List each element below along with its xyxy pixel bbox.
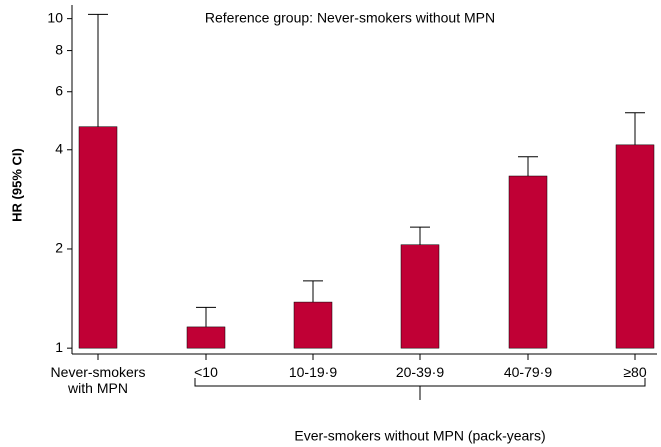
annotation: Reference group: Never-smokers without M… [205, 10, 495, 26]
x-tick-label: ≥80 [623, 364, 647, 380]
y-axis-label: HR (95% CI) [9, 148, 24, 222]
x-tick-label: 20-39·9 [395, 364, 445, 380]
x-tick-label: <10 [194, 364, 218, 380]
bar [508, 175, 548, 349]
x-tick-label: 40-79·9 [503, 364, 553, 380]
x-tick-label: 10-19·9 [288, 364, 338, 380]
group-bracket [194, 378, 646, 400]
bar [400, 244, 440, 349]
y-tick-label: 8 [55, 41, 63, 57]
group-label: Ever-smokers without MPN (pack-years) [294, 428, 545, 444]
y-tick-label: 1 [55, 339, 63, 355]
bar [615, 144, 655, 349]
bar [186, 326, 226, 349]
y-tick-label: 2 [55, 240, 63, 256]
y-tick-label: 4 [55, 140, 63, 156]
y-tick-label: 6 [55, 82, 63, 98]
bar [293, 301, 333, 349]
x-tick-label: Never-smokers with MPN [50, 364, 146, 396]
bar [78, 126, 118, 349]
y-tick-label: 10 [47, 9, 63, 25]
